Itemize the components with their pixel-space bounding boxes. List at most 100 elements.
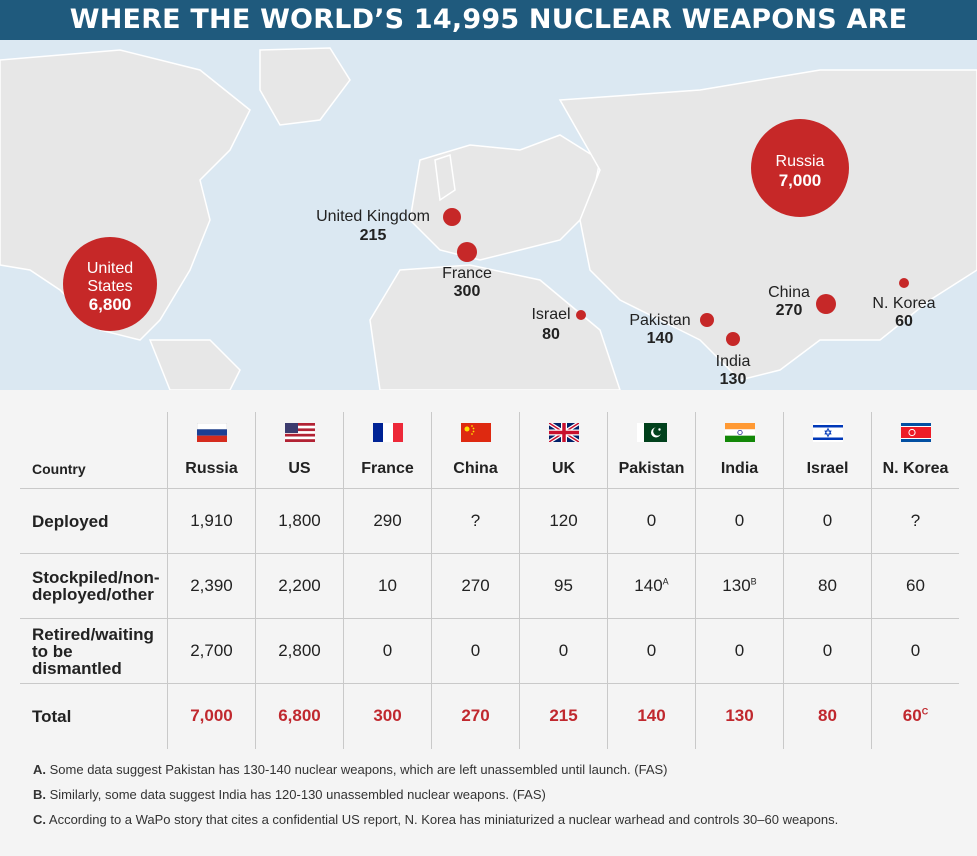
page-title: WHERE THE WORLD’S 14,995 NUCLEAR WEAPONS…	[0, 0, 977, 40]
pakistan-dot	[700, 313, 714, 327]
col-uk: UK	[519, 412, 608, 489]
table-row: Retired/waiting to be dismantled 2,700 2,…	[20, 618, 959, 684]
footnote-text: Some data suggest Pakistan has 130-140 n…	[49, 762, 668, 777]
col-label: France	[361, 460, 414, 477]
total-cell: 140	[607, 683, 696, 749]
cell-value: 60	[902, 706, 922, 726]
cell: 0	[695, 488, 784, 554]
cell: 60	[871, 553, 959, 619]
country-header: Country	[32, 461, 86, 477]
row-label-deployed: Deployed	[20, 488, 168, 554]
footnote-letter: C.	[33, 812, 46, 827]
us-flag	[284, 423, 315, 442]
nuclear-weapons-table-area: Country Russia US France China UK	[0, 390, 977, 856]
col-russia: Russia	[167, 412, 256, 489]
cell: 0	[783, 488, 872, 554]
total-cell: 300	[343, 683, 432, 749]
col-israel: Israel	[783, 412, 872, 489]
russia-bubble	[751, 119, 849, 217]
nuclear-weapons-table: Country Russia US France China UK	[20, 412, 959, 749]
us-value: 6,800	[89, 295, 132, 314]
pakistan-flag	[636, 423, 667, 442]
france-dot	[457, 242, 477, 262]
israel-label: Israel	[531, 306, 570, 323]
us-bubble	[63, 237, 157, 331]
col-label: India	[720, 460, 759, 477]
cell: 0	[695, 618, 784, 684]
cell: 80	[783, 553, 872, 619]
col-label: US	[288, 460, 311, 477]
table-row: Stockpiled/non-deployed/other 2,390 2,20…	[20, 553, 959, 619]
total-cell: 7,000	[167, 683, 256, 749]
uk-label: United Kingdom	[316, 208, 430, 225]
label-line1: Stockpiled/non-	[32, 568, 160, 587]
russia-value: 7,000	[779, 171, 822, 190]
cell: 0	[519, 618, 608, 684]
china-dot	[816, 294, 836, 314]
row-label-total: Total	[20, 683, 168, 749]
total-cell: 215	[519, 683, 608, 749]
cell: 0	[783, 618, 872, 684]
nkorea-dot	[899, 278, 909, 288]
cell: 0	[871, 618, 959, 684]
col-pakistan: Pakistan	[607, 412, 696, 489]
cell: 0	[343, 618, 432, 684]
world-map: United States 6,800 Russia 7,000 United …	[0, 40, 977, 390]
india-flag	[724, 423, 755, 442]
row-label-stockpiled: Stockpiled/non-deployed/other	[20, 553, 168, 619]
total-cell: 6,800	[255, 683, 344, 749]
col-label: Pakistan	[618, 460, 685, 477]
label-line1: Retired/waiting	[32, 624, 154, 644]
cell: 120	[519, 488, 608, 554]
col-china: China	[431, 412, 520, 489]
uk-dot	[443, 208, 461, 226]
footnote-text: Similarly, some data suggest India has 1…	[49, 787, 546, 802]
us-label-line2: States	[87, 278, 132, 295]
china-flag	[460, 423, 491, 442]
table-row: Deployed 1,910 1,800 290 ? 120 0 0 0 ?	[20, 488, 959, 554]
cell: 95	[519, 553, 608, 619]
cell: 2,800	[255, 618, 344, 684]
france-flag	[372, 423, 403, 442]
nkorea-flag	[900, 423, 931, 442]
israel-flag	[812, 423, 843, 442]
russia-label: Russia	[776, 153, 825, 170]
cell: 0	[431, 618, 520, 684]
india-value: 130	[720, 371, 747, 388]
footnote-letter: A.	[33, 762, 46, 777]
col-india: India	[695, 412, 784, 489]
total-cell-with-note: 60C	[871, 683, 959, 749]
table-row-total: Total 7,000 6,800 300 270 215 140 130 80…	[20, 683, 959, 749]
india-dot	[726, 332, 740, 346]
cell: 270	[431, 553, 520, 619]
col-france: France	[343, 412, 432, 489]
cell: 1,910	[167, 488, 256, 554]
pakistan-label: Pakistan	[629, 312, 690, 329]
cell-value: 130	[722, 576, 751, 595]
footnote-text: According to a WaPo story that cites a c…	[48, 812, 839, 827]
row-label-retired: Retired/waiting to be dismantled	[20, 618, 168, 684]
col-label: Russia	[185, 460, 238, 477]
cell: 290	[343, 488, 432, 554]
cell: ?	[431, 488, 520, 554]
nkorea-label: N. Korea	[872, 295, 935, 312]
col-label: N. Korea	[882, 460, 949, 477]
col-us: US	[255, 412, 344, 489]
nkorea-value: 60	[895, 313, 913, 330]
china-label: China	[768, 284, 810, 301]
cell-with-note: 140A	[607, 553, 696, 619]
cell: ?	[871, 488, 959, 554]
us-label-line1: United	[87, 260, 133, 277]
footnote-mark: A	[662, 576, 669, 587]
cell: 1,800	[255, 488, 344, 554]
cell: 2,200	[255, 553, 344, 619]
footnote-b: B. Similarly, some data suggest India ha…	[33, 787, 838, 802]
israel-value: 80	[542, 326, 560, 343]
cell-with-note: 130B	[695, 553, 784, 619]
total-cell: 130	[695, 683, 784, 749]
uk-flag	[548, 423, 579, 442]
footnote-letter: B.	[33, 787, 46, 802]
footnote-mark: C	[921, 706, 929, 717]
france-label: France	[442, 265, 492, 282]
india-label: India	[716, 353, 751, 370]
